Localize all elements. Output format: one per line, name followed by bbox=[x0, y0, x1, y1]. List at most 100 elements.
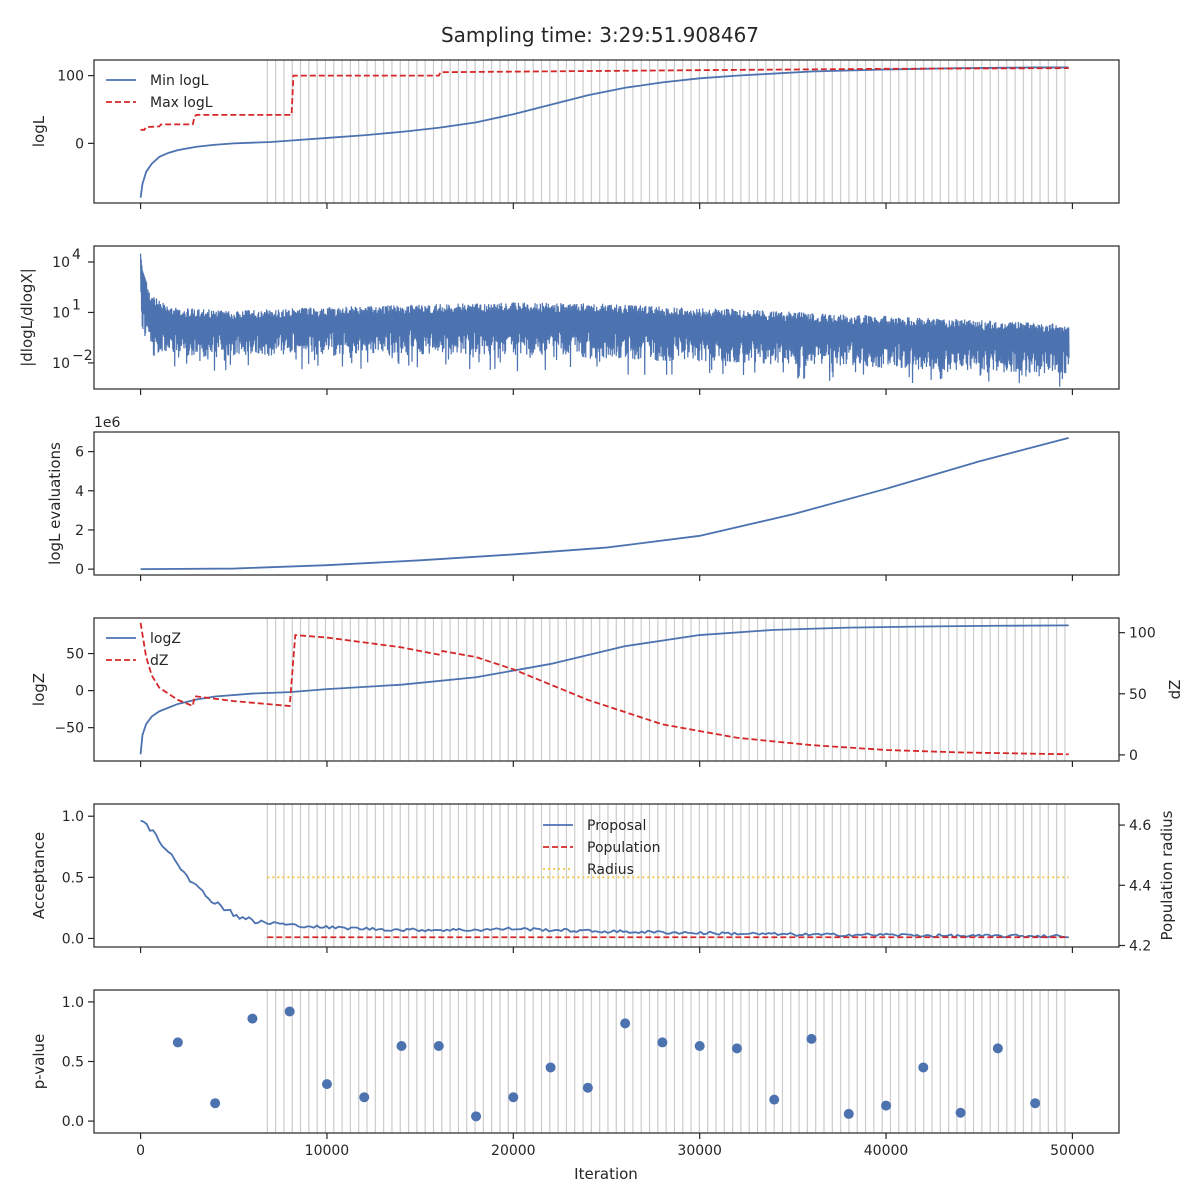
p-value-point bbox=[731, 1043, 742, 1054]
y2-tick-label: 50 bbox=[1129, 687, 1147, 703]
p-value-point bbox=[843, 1108, 854, 1119]
legend-label: Population bbox=[587, 840, 661, 856]
axes-frame bbox=[93, 59, 1120, 204]
series-line-1 bbox=[139, 66, 1069, 198]
y-axis-label: Acceptance bbox=[30, 832, 48, 919]
legend-label: Max logL bbox=[150, 95, 213, 111]
iteration-vlines bbox=[266, 804, 1066, 947]
y-axis-label: |dlogL/dlogX| bbox=[18, 268, 36, 367]
y-tick-label: 0 bbox=[75, 562, 84, 578]
p-value-point bbox=[769, 1094, 780, 1105]
plot-area bbox=[139, 618, 1069, 761]
y-tick-label: 1.0 bbox=[62, 809, 84, 825]
y-tick-label: −50 bbox=[54, 721, 84, 737]
axes-frame bbox=[93, 431, 1120, 576]
p-value-point bbox=[433, 1041, 444, 1052]
p-value-point bbox=[247, 1013, 258, 1024]
x-tick-label: 50000 bbox=[1050, 1143, 1095, 1159]
y2-tick-label: 4.6 bbox=[1129, 818, 1151, 834]
series-line-2 bbox=[139, 622, 1069, 756]
y-axis-label: logL bbox=[30, 115, 48, 147]
p-value-point bbox=[806, 1033, 817, 1044]
p-value-point bbox=[172, 1037, 183, 1048]
plot-area bbox=[172, 990, 1066, 1133]
x-axis-label: Iteration bbox=[574, 1165, 638, 1183]
plot-area bbox=[139, 253, 1070, 387]
y-tick-label: 1.0 bbox=[62, 995, 84, 1011]
y-tick-label: 6 bbox=[75, 445, 84, 461]
y-tick-label: 0.0 bbox=[62, 931, 84, 947]
legend: logZ dZ bbox=[106, 631, 181, 669]
y-tick-label: 10 bbox=[52, 305, 70, 321]
y-tick-label: 10 bbox=[52, 255, 70, 271]
p-value-point bbox=[918, 1062, 929, 1073]
y2-tick-label: 4.2 bbox=[1129, 938, 1151, 954]
p-value-point bbox=[694, 1041, 705, 1052]
legend-label: Min logL bbox=[150, 73, 209, 89]
y-tick-label: 100 bbox=[57, 69, 84, 85]
p-value-point bbox=[545, 1062, 556, 1073]
y-tick-label: 50 bbox=[66, 647, 84, 663]
y-axis-label: p-value bbox=[30, 1034, 48, 1090]
subplot-4: −50 0 50 0 50 100 logZ dZ logZ dZ bbox=[30, 617, 1184, 767]
p-value-point bbox=[992, 1043, 1003, 1054]
x-tick-label: 10000 bbox=[305, 1143, 350, 1159]
subplot-2: 10 −210 110 4|dlogL/dlogX| bbox=[18, 245, 1120, 395]
axes-frame bbox=[93, 245, 1120, 390]
y2-axis-label: Population radius bbox=[1158, 810, 1176, 940]
y-offset-text: 1e6 bbox=[94, 415, 121, 431]
y-tick-exponent: 4 bbox=[72, 247, 81, 263]
legend: Proposal Population Radius bbox=[543, 818, 661, 878]
legend-label: Radius bbox=[587, 862, 634, 878]
y2-tick-label: 100 bbox=[1129, 626, 1156, 642]
series-line-1 bbox=[139, 624, 1069, 755]
figure-title: Sampling time: 3:29:51.908467 bbox=[441, 23, 759, 47]
x-tick-label: 40000 bbox=[864, 1143, 909, 1159]
y-axis-label: logZ bbox=[30, 673, 48, 706]
iteration-vlines bbox=[266, 618, 1066, 761]
y2-tick-label: 0 bbox=[1129, 748, 1138, 764]
legend-label: dZ bbox=[150, 653, 168, 669]
legend-label: logZ bbox=[150, 631, 181, 647]
plot-area bbox=[139, 60, 1069, 203]
iteration-vlines bbox=[266, 990, 1066, 1133]
y-tick-exponent: −2 bbox=[72, 348, 93, 364]
p-value-point bbox=[955, 1107, 966, 1118]
p-value-point bbox=[471, 1111, 482, 1122]
p-value-point bbox=[620, 1018, 631, 1029]
axes-frame bbox=[93, 803, 1120, 948]
x-tick-label: 0 bbox=[136, 1143, 145, 1159]
p-value-point bbox=[359, 1092, 370, 1103]
p-value-point bbox=[508, 1092, 519, 1103]
y-tick-label: 0 bbox=[75, 684, 84, 700]
x-tick-label: 20000 bbox=[491, 1143, 536, 1159]
p-value-point bbox=[657, 1037, 668, 1048]
legend: Min logL Max logL bbox=[106, 73, 213, 111]
plot-area bbox=[140, 437, 1069, 571]
iteration-vlines bbox=[266, 60, 1066, 203]
y-tick-label: 2 bbox=[75, 523, 84, 539]
y-tick-label: 0.5 bbox=[62, 1055, 84, 1071]
p-value-point bbox=[1030, 1098, 1041, 1109]
y-tick-label: 0 bbox=[75, 136, 84, 152]
series-line-1 bbox=[140, 437, 1069, 571]
plot-area bbox=[140, 804, 1069, 947]
y-tick-label: 4 bbox=[75, 484, 84, 500]
y2-tick-label: 4.4 bbox=[1129, 878, 1151, 894]
series-line-2 bbox=[140, 67, 1069, 131]
axes-frame bbox=[93, 617, 1120, 762]
p-value-point bbox=[284, 1006, 295, 1017]
p-value-point bbox=[321, 1079, 332, 1090]
y-axis-label: logL evaluations bbox=[46, 442, 64, 565]
y-tick-label: 10 bbox=[52, 356, 70, 372]
y-tick-label: 0.5 bbox=[62, 870, 84, 886]
p-value-point bbox=[582, 1082, 593, 1093]
y-tick-label: 0.0 bbox=[62, 1114, 84, 1130]
y2-axis-label: dZ bbox=[1166, 680, 1184, 700]
x-tick-label: 30000 bbox=[677, 1143, 722, 1159]
legend-label: Proposal bbox=[587, 818, 646, 834]
y-tick-exponent: 1 bbox=[72, 297, 81, 313]
p-value-point bbox=[210, 1098, 221, 1109]
